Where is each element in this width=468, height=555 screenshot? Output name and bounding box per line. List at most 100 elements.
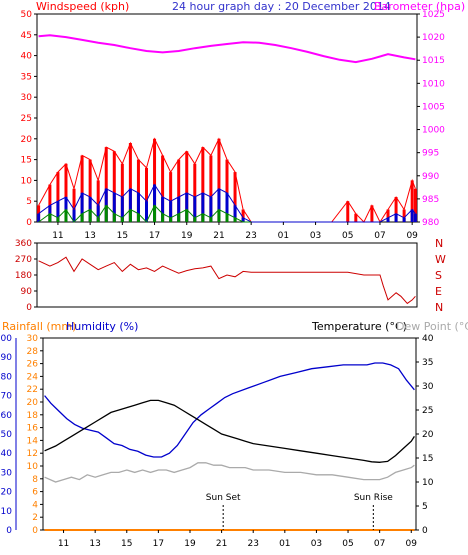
- humidity-tick-label: 10: [1, 507, 13, 517]
- barometer-hpa-line: [38, 34, 416, 64]
- temperature-tick-label: 0: [422, 526, 428, 536]
- temperature-tick-label: 5: [422, 502, 428, 512]
- sunset-label: Sun Set: [206, 493, 241, 503]
- windspeed-tick-label: 30: [21, 93, 33, 103]
- rainfall-tick-label: 30: [27, 334, 39, 344]
- barometer-tick-label: 1010: [422, 79, 445, 89]
- x-tick-label: 21: [216, 539, 227, 549]
- windspeed-tick-label: 40: [21, 52, 33, 62]
- x-tick-label: 07: [374, 231, 385, 241]
- barometer-tick-label: 1025: [422, 10, 445, 20]
- graph-title: 24 hour graph day : 20 December 2014: [172, 0, 391, 13]
- rainfall-tick-label: 26: [27, 360, 39, 370]
- x-tick-label: 01: [278, 231, 289, 241]
- direction-tick-label: 0: [26, 303, 32, 313]
- rainfall-tick-label: 18: [27, 411, 39, 421]
- rainfall-tick-label: 2: [32, 513, 38, 523]
- windspeed-axis: 0 5 10 15 20 25 30 35 40 45 50: [21, 10, 37, 228]
- rainfall-tick-label: 8: [32, 475, 38, 485]
- rainfall-tick-label: 10: [27, 462, 39, 472]
- barometer-axis-title: Barometer (hpa): [374, 0, 465, 13]
- humidity-tick-label: 100: [0, 334, 12, 344]
- barometer-tick-label: 1020: [422, 33, 445, 43]
- compass-label: N: [435, 301, 443, 314]
- barometer-tick-label: 985: [422, 195, 439, 205]
- humidity-tick-label: 0: [6, 526, 12, 536]
- x-tick-label: 03: [311, 539, 322, 549]
- direction-degrees-axis: 0 90 180 270 360: [15, 239, 37, 313]
- sunrise-label: Sun Rise: [354, 493, 393, 503]
- temperature-humidity-series: [44, 362, 415, 531]
- rainfall-tick-label: 28: [27, 347, 39, 357]
- rainfall-tick-label: 0: [32, 526, 38, 536]
- direction-tick-label: 180: [15, 271, 32, 281]
- x-tick-label: 17: [153, 539, 164, 549]
- x-tick-label: 13: [89, 539, 100, 549]
- windspeed-tick-label: 50: [21, 10, 33, 20]
- barometer-tick-label: 1015: [422, 56, 445, 66]
- barometer-axis: 980 985 990 995 1000 1005 1010 1015 1020 1025: [417, 10, 445, 228]
- direction-tick-label: 270: [15, 255, 32, 265]
- rainfall-tick-label: 14: [27, 436, 39, 446]
- windspeed-tick-label: 35: [21, 72, 32, 82]
- humidity-tick-label: 20: [1, 488, 13, 498]
- x-tick-label: 11: [52, 231, 63, 241]
- humidity-axis-title: Humidity (%): [66, 320, 138, 333]
- windspeed-tick-label: 0: [26, 218, 32, 228]
- barometer-tick-label: 1005: [422, 102, 445, 112]
- x-tick-label: 05: [342, 539, 353, 549]
- wind-direction-series: [38, 256, 416, 305]
- humidity-line: [44, 362, 415, 458]
- x-tick-label: 19: [184, 539, 196, 549]
- temperature-tick-label: 15: [422, 454, 433, 464]
- x-tick-label: 09: [406, 539, 418, 549]
- windspeed-axis-title: Windspeed (kph): [36, 0, 129, 13]
- rainfall-tick-label: 4: [32, 500, 38, 510]
- compass-label: S: [435, 269, 442, 282]
- rainfall-tick-label: 16: [27, 424, 39, 434]
- dewpoint-axis-title: Dew Point (°C): [396, 320, 468, 333]
- barometer-tick-label: 980: [422, 218, 439, 228]
- direction-tick-label: 90: [21, 287, 33, 297]
- rainfall-axis-title: Rainfall (mm): [2, 320, 76, 333]
- barometer-tick-label: 995: [422, 149, 439, 159]
- x-tick-label: 15: [117, 231, 128, 241]
- x-tick-label: 05: [342, 231, 353, 241]
- x-tick-label: 15: [121, 539, 132, 549]
- sun-events: Sun Set Sun Rise: [206, 493, 393, 530]
- wind-averageline: [38, 183, 416, 223]
- temperature-c-line: [44, 399, 415, 463]
- rainfall-tick-label: 6: [32, 488, 38, 498]
- temperature-axis: 0 5 10 15 20 25 30 35 40: [416, 334, 434, 536]
- temperature-tick-label: 40: [422, 334, 434, 344]
- barometer-tick-label: 1000: [422, 126, 445, 136]
- temperature-tick-label: 20: [422, 430, 434, 440]
- direction-tick-label: 360: [15, 239, 32, 249]
- x-tick-label: 11: [58, 539, 69, 549]
- dew-point-c-line: [44, 462, 415, 483]
- humidity-tick-label: 30: [1, 468, 13, 478]
- wind-minimumline: [38, 204, 252, 223]
- windspeed-tick-label: 10: [21, 176, 33, 186]
- humidity-tick-label: 60: [1, 411, 13, 421]
- rainfall-tick-label: 20: [27, 398, 39, 408]
- x-tick-label: 19: [181, 231, 193, 241]
- humidity-tick-label: 40: [1, 449, 13, 459]
- rainfall-tick-label: 12: [27, 449, 38, 459]
- humidity-axis: 0 10 20 30 40 50 60 70 80 90 100: [0, 334, 17, 536]
- compass-label: E: [435, 285, 442, 298]
- x-tick-label: 23: [245, 231, 256, 241]
- compass-label: W: [435, 253, 446, 266]
- windspeed-tick-label: 5: [26, 197, 32, 207]
- wind-gustline: [38, 137, 416, 224]
- windspeed-tick-label: 45: [21, 31, 32, 41]
- temperature-tick-label: 30: [422, 382, 434, 392]
- wind-barometer-series: [37, 34, 417, 224]
- x-tick-label: 23: [247, 539, 258, 549]
- x-tick-label: 21: [213, 231, 224, 241]
- temperature-tick-label: 35: [422, 358, 433, 368]
- windspeed-tick-label: 15: [21, 156, 32, 166]
- x-tick-label: 03: [310, 231, 321, 241]
